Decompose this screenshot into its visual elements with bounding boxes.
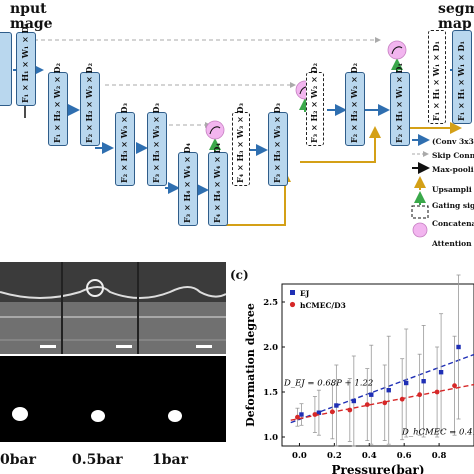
data-point-hcmec [295,414,300,420]
input-conv-block [0,32,12,106]
x-tick-label: 0.0 [292,451,307,461]
data-point-hcmec [347,407,353,413]
label-1bar: 1bar [152,452,188,468]
legend-conv: (Conv 3x3 [432,137,474,146]
segmentation-masks [0,356,226,442]
microscopy-drawing [0,262,226,354]
microscopy-image [0,262,226,354]
x-tick-label: 0.8 [432,451,447,461]
bottleneck-block-1: F₃ × H₄ × W₄ × D₄ [178,143,198,226]
concat-block-1: F₁ × H₁ × W₁ × D₁ [428,30,446,124]
encoder-block-4: F₂ × H₃ × W₃ × D₃ [115,103,135,186]
legend-maxpool: Max-pooli [432,165,474,174]
legend-marker-hcmec [289,301,296,308]
x-axis-label: Pressure(bar) [331,463,424,474]
deformation-chart: 0.0 0.2 0.4 0.6 0.8 1.0 1.5 2.0 2.5 Pressure(bar)… [244,274,474,474]
encoder-block-2: F₁ × H₂ × W₂ × D₂ [48,63,68,146]
data-point-hcmec [364,402,370,407]
x-tick-label: 0.4 [362,451,377,461]
mask-drawing [0,356,226,442]
panel-label: (c) [230,268,249,282]
x-tick-label: 0.2 [327,451,342,461]
annotation-ej: D_EJ = 0.68P + 1.22 [283,379,373,389]
x-tick-label: 0.6 [397,451,412,461]
data-point-ej [421,379,426,384]
legend-upsampling: Upsampli [432,185,472,194]
decoder-block-2: F₂ × H₂ × W₂ × D₂ [345,63,365,146]
concat-block-2: F₃ × H₂ × W₂ × D₂ [306,63,324,146]
y-tick-label: 1.0 [263,433,278,443]
input-image-title: nput mage [10,1,53,32]
label-05bar: 0.5bar [72,452,123,468]
data-point-ej [369,392,374,397]
data-point-hcmec [329,409,335,415]
label-0bar: 0bar [0,452,36,468]
annotation-hcmec: D_hCMEC = 0.41P [401,427,474,437]
y-tick-label: 2.0 [263,343,278,353]
data-point-ej [351,398,357,404]
y-tick-label: 1.5 [263,388,278,398]
data-point-hcmec [382,400,388,406]
data-point-ej [334,403,339,408]
legend-attention: Attention [432,239,472,248]
data-point-ej [316,410,322,415]
encoder-block-3: F₂ × H₂ × W₂ × D₂ [80,63,100,146]
data-point-ej [386,388,391,393]
data-point-hcmec [417,392,423,398]
fit-line-0 [290,353,474,424]
y-axis-label: Deformation degree [244,303,257,427]
data-point-hcmec [399,396,405,402]
decoder-block-2b: F₂ × H₁ × W₁ × D₁ [390,63,410,146]
data-point-ej [403,380,409,386]
data-point-hcmec [452,383,457,389]
legend-marker-ej [290,290,295,295]
legend: (Conv 3x3 Skip Conn Max-pooli Upsampli G… [432,135,474,251]
legend-label: EJ [300,289,310,298]
data-point-hcmec [312,412,318,417]
bottleneck-block-2: F₄ × H₄ × W₄ × D₄ [208,143,228,226]
data-point-ej [438,370,444,375]
encoder-block-5: F₃ × H₃ × W₃ × D₃ [147,103,167,186]
encoder-block-1: F₁ × H₁ × W₁ × D₁ [16,23,36,106]
legend-skip: Skip Conn [432,151,474,160]
legend-label: hCMEC/D3 [300,301,346,310]
decoder-block-3: F₃ × H₃ × W₃ × D₃ [268,103,288,186]
fit-line-1 [290,383,474,421]
concat-block-3: F₄ × H₃ × W₃ × D₃ [232,103,250,186]
data-point-ej [456,344,461,350]
decoder-block-1: F₁ × H₁ × W₁ × D₁ [452,30,472,124]
legend-concat: Concatena [432,219,474,228]
plot-frame [281,283,474,447]
data-point-hcmec [434,389,440,395]
legend-gating: Gating sig [432,201,474,210]
data-point-ej [299,412,304,417]
segmentation-map-title: segme map [438,1,474,32]
y-tick-label: 2.5 [263,298,278,308]
